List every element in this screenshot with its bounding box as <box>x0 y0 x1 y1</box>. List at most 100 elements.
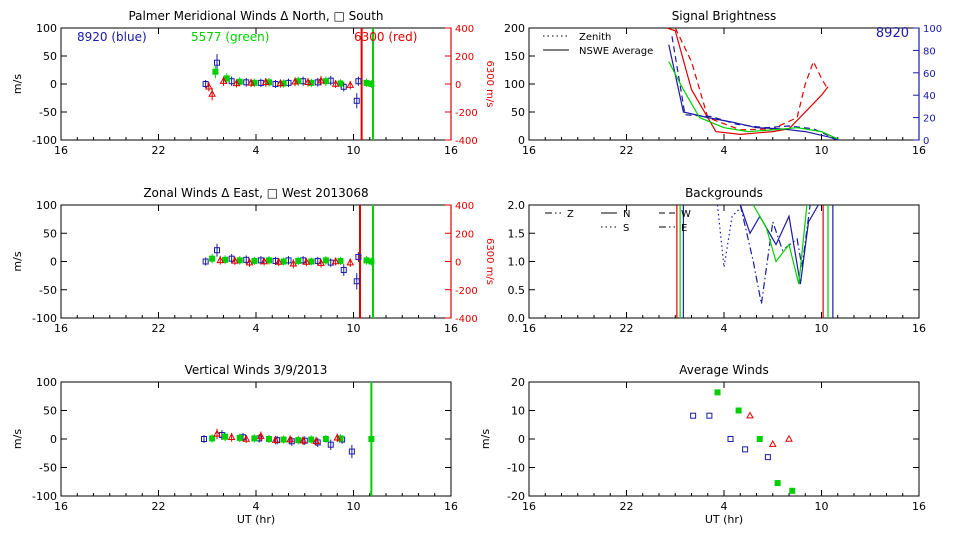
y-tick-label: -50 <box>39 106 57 119</box>
data-point-red <box>346 80 355 88</box>
data-point-green <box>251 257 258 264</box>
x-tick-label: 22 <box>620 144 634 157</box>
data-point-red <box>213 429 221 437</box>
panel-meridional: Palmer Meridional Winds Δ North, □ South… <box>11 9 495 157</box>
x-tick-label: 22 <box>152 322 166 335</box>
data-point-red <box>286 435 294 443</box>
data-point-red <box>260 257 268 265</box>
data-point-green <box>236 434 243 441</box>
series-line-blue-dashed <box>671 36 835 139</box>
data-point-green <box>368 81 375 87</box>
data-point-blue <box>727 436 734 442</box>
site-label: 8920 <box>876 26 909 41</box>
legend-blue: 8920 (blue) <box>77 30 147 44</box>
data-point-blue <box>340 83 347 90</box>
data-point-green <box>266 436 272 442</box>
y-right-axis-label: 6300 m/s <box>484 61 495 108</box>
x-tick-label: 16 <box>912 500 926 513</box>
chart-title: Average Winds <box>679 363 769 377</box>
y-right-tick-label: 80 <box>923 46 936 57</box>
y-axis-label: m/s <box>11 429 24 449</box>
data-point-green <box>322 436 329 442</box>
x-tick-label: 22 <box>152 500 166 513</box>
legend-label-E: E <box>681 223 687 234</box>
y-right-tick-label: 0 <box>455 258 461 269</box>
x-tick-label: 22 <box>152 144 166 157</box>
data-point-blue <box>327 441 334 448</box>
data-point-blue <box>706 412 713 419</box>
x-tick-label: 10 <box>347 322 361 335</box>
chart-title: Backgrounds <box>685 186 763 200</box>
data-point-red <box>208 89 216 97</box>
y-right-tick-label: -400 <box>455 314 478 325</box>
series-line-blue-solid <box>668 44 838 141</box>
data-point-green <box>280 436 287 443</box>
y-tick-label: -10 <box>507 462 525 475</box>
data-point-green <box>368 436 375 442</box>
data-point-green <box>308 79 315 86</box>
data-point-green <box>222 433 229 440</box>
data-point-red <box>232 79 241 87</box>
y-axis-label: m/s <box>479 429 492 449</box>
data-point-green <box>209 255 216 262</box>
data-point-green <box>774 480 781 487</box>
data-point-green <box>735 407 742 414</box>
plot-frame <box>528 204 920 319</box>
x-tick-label: 16 <box>522 500 536 513</box>
x-tick-label: 10 <box>815 322 829 335</box>
y-tick-label: 0 <box>50 256 57 269</box>
data-point-green <box>308 436 315 443</box>
y-right-tick-label: 0 <box>923 136 929 147</box>
x-tick-label: 16 <box>54 144 68 157</box>
y-tick-label: 0.0 <box>508 312 526 325</box>
data-point-green <box>368 258 375 265</box>
data-point-green <box>266 257 272 264</box>
data-point-green <box>337 257 344 264</box>
data-point-blue <box>742 446 749 453</box>
data-point-green <box>212 68 219 75</box>
plot-frame <box>528 381 920 497</box>
data-point-red <box>227 433 236 440</box>
y-tick-label: 50 <box>511 106 525 119</box>
data-point-blue <box>340 266 347 273</box>
y-tick-label: 1.5 <box>508 227 526 240</box>
data-point-green <box>363 79 370 86</box>
data-point-green <box>789 487 796 494</box>
chart-title: Palmer Meridional Winds Δ North, □ South <box>128 9 383 23</box>
data-point-blue <box>202 258 209 265</box>
data-point-green <box>337 435 344 442</box>
data-point-red <box>276 79 285 87</box>
data-point-red <box>317 258 325 266</box>
x-tick-label: 4 <box>721 144 728 157</box>
data-point-red <box>291 77 299 85</box>
y-right-tick-label: -200 <box>455 286 478 297</box>
panel-backgrounds: Backgrounds 16 22 4 10 16 2.0 1.5 1.0 0.5 0.0 Z N W S E <box>508 186 927 335</box>
legend-zenith: Zenith <box>579 32 611 43</box>
x-tick-label: 4 <box>253 322 260 335</box>
x-tick-label: 4 <box>721 500 728 513</box>
data-point-red <box>216 256 225 264</box>
y-tick-label: 0 <box>50 78 57 91</box>
y-tick-label: 20 <box>511 376 525 389</box>
y-right-tick-label: 0 <box>455 80 461 91</box>
y-right-tick-label: 400 <box>455 201 474 212</box>
panel-vertical: Vertical Winds 3/9/2013 16 22 4 10 16 100 50 0 -5… <box>11 363 458 526</box>
y-tick-label: -20 <box>507 490 525 503</box>
y-tick-label: 0.5 <box>508 284 526 297</box>
y-tick-label: 2.0 <box>508 199 526 212</box>
y-tick-label: 0 <box>518 134 525 147</box>
y-tick-label: 100 <box>36 22 57 35</box>
data-point-blue <box>353 278 360 285</box>
y-right-tick-label: 400 <box>455 24 474 35</box>
x-tick-label: 16 <box>522 322 536 335</box>
data-point-green <box>280 258 287 265</box>
y-right-tick-label: 200 <box>455 52 474 63</box>
data-point-red <box>274 257 283 265</box>
x-tick-label: 4 <box>721 322 728 335</box>
x-tick-label: 16 <box>912 322 926 335</box>
y-tick-label: 50 <box>43 50 57 63</box>
y-right-tick-label: 40 <box>923 91 936 102</box>
y-tick-label: 200 <box>504 22 525 35</box>
x-tick-label: 4 <box>253 500 260 513</box>
x-tick-label: 10 <box>815 144 829 157</box>
